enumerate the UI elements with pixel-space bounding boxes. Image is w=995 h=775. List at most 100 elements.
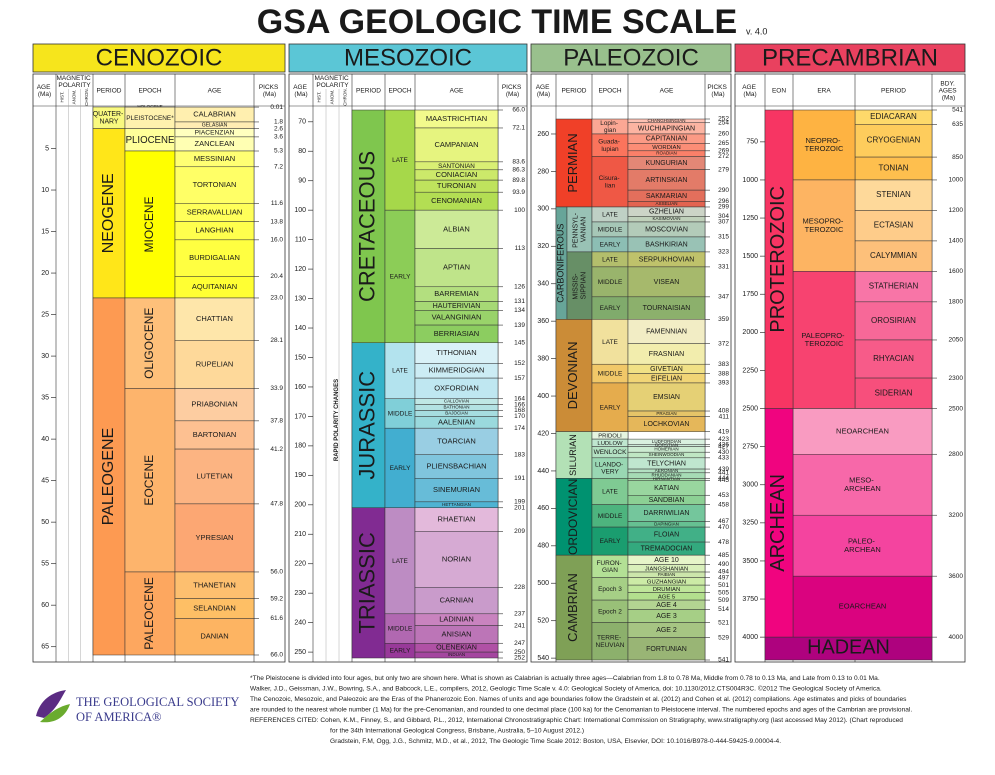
epoch-label: LLANDO- VERY [595,461,625,475]
stage-label: CAMPANIAN [434,140,478,149]
pick-label: 439 [718,466,729,473]
stage-label: BERRIASIAN [434,329,479,338]
polarity-subheader: HIST. [317,91,322,102]
stage-label: NORIAN [442,554,471,563]
tick-label: 400 [537,393,549,400]
epoch-cell [124,150,176,299]
stage-label: FORTUNIAN [646,646,687,653]
era-header-bar [32,43,286,73]
epoch-cell [384,209,416,344]
pick-label: 250 [514,649,525,656]
pick-label: 145 [514,339,525,346]
tick-label: 120 [294,266,306,273]
pick-label: 514 [718,606,729,613]
stage-label: GORSTIAN [655,443,679,448]
pick-label: 183 [514,451,525,458]
stage-label: KATIAN [654,485,679,492]
pick-label: 279 [718,166,729,173]
pick-label: 16.0 [270,237,283,244]
subperiod-label: PENNSYL- VANIAN [572,211,587,248]
stage-label: BASHKIRIAN [645,241,687,248]
pick-label: 126 [514,283,525,290]
period-cell [854,179,933,211]
stage-label: SANDBIAN [649,497,685,504]
tick-label: 1500 [742,253,758,260]
stage-cell [174,340,255,389]
stage-label: SANTONIAN [438,163,475,170]
stage-label: PLIENSBACHIAN [426,461,486,470]
stage-label: RHAETIAN [438,515,476,524]
epoch-label: Cisura- lian [599,175,622,189]
period-label: JURASSIC [354,371,379,480]
pick-label: 635 [952,121,963,128]
era-cell [792,271,856,409]
stage-label: GELASIAN [202,123,228,129]
stage-label: FRASNIAN [649,351,684,358]
epoch-label: EARLY [600,241,621,248]
pick-label: 485 [718,552,729,559]
tick-label: 2750 [742,443,758,450]
era-label: NEOPRO- TEROZOIC [805,136,844,153]
column-header: PERIOD [562,87,587,94]
epoch-label: LATE [602,488,618,495]
stage-label: KUNGURIAN [645,160,687,167]
stage-label: EMSIAN [653,394,680,401]
stage-label: SERPUKHOVIAN [639,256,695,263]
stage-label: WUCHIAPINGIAN [638,125,695,132]
column-header: AGE (Ma) [742,84,758,98]
eon-label: HADEAN [807,637,890,659]
pick-label: 1000 [949,177,964,184]
epoch-label: MIDDLE [388,625,413,632]
stage-label: DARRIWILIAN [644,510,690,517]
pick-label: 131 [514,298,525,305]
epoch-label: FURON- GIAN [596,560,623,574]
epoch-label: LUDLOW [597,440,623,446]
column-header: AGE [660,87,674,94]
pick-label: 100 [514,207,525,214]
pick-label: 201 [514,504,525,511]
epoch-label: OLIGOCENE [142,308,156,379]
tick-label: 60 [41,602,49,609]
pick-label: 433 [718,455,729,462]
period-cell [555,118,593,208]
eon-cell [764,109,794,409]
stage-label: OLENEKIAN [436,644,477,652]
period-label: CRETACEOUS [354,151,379,302]
tick-label: 4000 [742,634,758,641]
pick-label: 3200 [949,512,964,519]
epoch-label: EARLY [600,305,621,312]
pick-label: 11.6 [271,200,284,207]
polarity-subheader: CHRON. [84,88,89,106]
column-header: MAGNETIC POLARITY [56,75,92,89]
stage-label: AALENIAN [438,417,475,426]
stage-label: BARREMIAN [434,289,479,298]
stage-label: TELYCHIAN [647,460,686,467]
pick-label: 388 [718,370,729,377]
era-cell [792,408,933,455]
stage-cell [627,637,706,661]
pick-label: 66.0 [512,107,525,114]
epoch-label: PLEISTOCENE* [126,115,174,122]
period-label: STATHERIAN [869,282,919,291]
column-header: MAGNETIC POLARITY [314,75,350,89]
pick-label: 1800 [949,299,964,306]
column-header: PICKS (Ma) [259,84,280,98]
epoch-cell [591,382,629,432]
period-cell [351,507,386,659]
stage-label: DRUMIAN [653,586,680,592]
stage-label: OXFORDIAN [434,383,479,392]
stage-cell [414,587,499,615]
era-label: PALEO- ARCHEAN [844,537,881,554]
period-cell [555,478,593,556]
pick-label: 290 [718,187,729,194]
era-header-bar [734,43,966,73]
tick-label: 210 [294,531,306,538]
eon-label: ARCHEAN [767,474,789,572]
era-label: MESOPRO- TEROZOIC [803,217,846,234]
pick-label: 37.8 [270,418,283,425]
stage-cell [174,618,255,656]
stage-label: AGE 4 [656,602,677,609]
tick-label: 240 [294,619,306,626]
tick-label: 40 [41,436,49,443]
